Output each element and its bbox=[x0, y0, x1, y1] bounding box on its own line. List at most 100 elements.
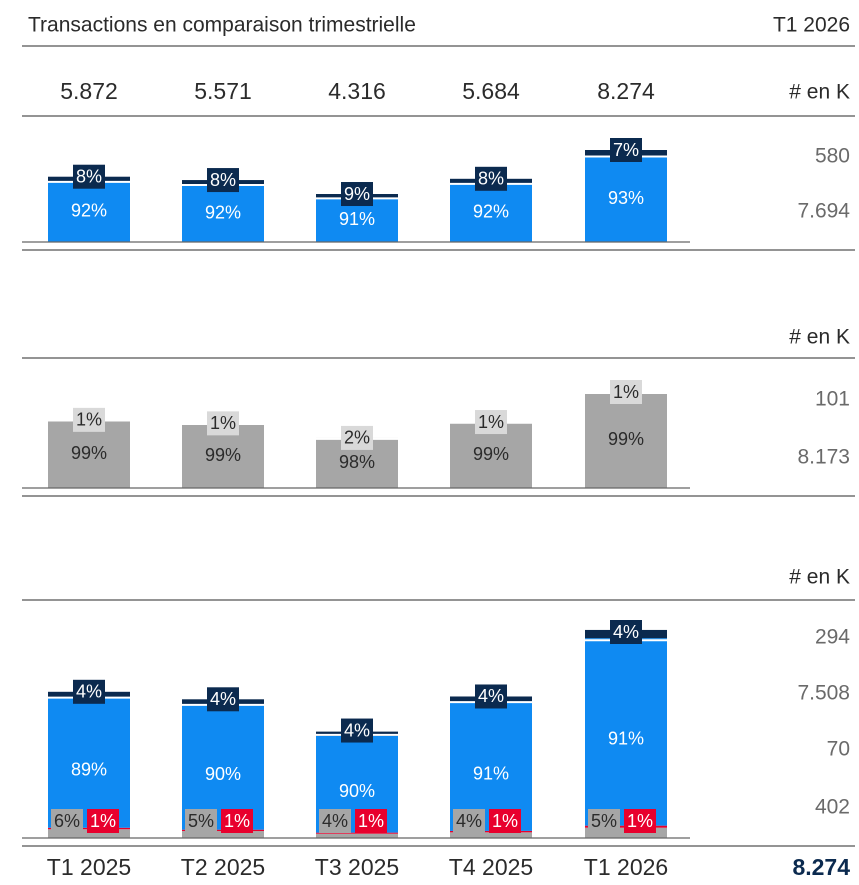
bar-segment bbox=[48, 829, 130, 838]
label-box bbox=[73, 164, 105, 189]
segment-label: 90% bbox=[205, 764, 241, 784]
segment-label: 7% bbox=[613, 140, 639, 160]
label-box bbox=[475, 684, 507, 709]
segment-label: 92% bbox=[473, 202, 509, 222]
label-box bbox=[221, 809, 253, 833]
title: Transactions en comparaison trimestriell… bbox=[28, 14, 416, 37]
label-box bbox=[87, 809, 119, 833]
label-box bbox=[207, 687, 239, 712]
segment-label: 1% bbox=[76, 410, 102, 430]
segment-label: 5% bbox=[591, 811, 617, 831]
label-box bbox=[185, 809, 217, 833]
bar-segment bbox=[450, 183, 532, 242]
segment-label: 99% bbox=[608, 429, 644, 449]
label-box bbox=[610, 138, 642, 162]
label-box bbox=[453, 809, 485, 833]
label-box bbox=[51, 809, 83, 833]
label-box bbox=[588, 809, 620, 833]
category-label: T1 2026 bbox=[584, 854, 668, 880]
bar-segment bbox=[48, 181, 130, 242]
segment-label: 9% bbox=[344, 184, 370, 204]
segment-label: 98% bbox=[339, 452, 375, 472]
segment-label: 1% bbox=[492, 811, 518, 831]
quarter-total: 5.872 bbox=[60, 78, 118, 104]
label-box bbox=[610, 620, 642, 644]
segment-label: 2% bbox=[344, 428, 370, 448]
quarter-total: 8.274 bbox=[597, 78, 655, 104]
period: T1 2026 bbox=[773, 14, 850, 37]
segment-label: 1% bbox=[613, 382, 639, 402]
label-box bbox=[489, 809, 521, 833]
segment-label: 90% bbox=[339, 781, 375, 801]
label-box bbox=[207, 411, 239, 436]
segment-label: 93% bbox=[608, 188, 644, 208]
bar-segment bbox=[316, 833, 398, 838]
segment-label: 4% bbox=[322, 811, 348, 831]
label-box bbox=[73, 679, 105, 704]
side-count: 7.508 bbox=[797, 682, 850, 705]
side-count: 402 bbox=[815, 796, 850, 819]
segment-label: 5% bbox=[188, 811, 214, 831]
bar-segment bbox=[585, 638, 667, 826]
side-count: 294 bbox=[815, 626, 850, 649]
bar-segment bbox=[316, 832, 398, 834]
label-box bbox=[355, 809, 387, 833]
label-box bbox=[207, 168, 239, 193]
side-count: 580 bbox=[815, 145, 850, 168]
segment-label: 1% bbox=[90, 811, 116, 831]
side-count: 70 bbox=[827, 738, 850, 761]
unit-label: # en K bbox=[789, 326, 850, 349]
bar-segment bbox=[585, 156, 667, 242]
segment-label: 99% bbox=[71, 443, 107, 463]
segment-label: 89% bbox=[71, 759, 107, 779]
segment-label: 4% bbox=[613, 622, 639, 642]
label-box bbox=[475, 410, 507, 435]
segment-label: 6% bbox=[54, 811, 80, 831]
segment-label: 1% bbox=[627, 811, 653, 831]
segment-label: 92% bbox=[71, 201, 107, 221]
category-label: T4 2025 bbox=[449, 854, 533, 880]
bar-segment bbox=[48, 697, 130, 828]
label-box bbox=[341, 182, 373, 207]
side-count: 101 bbox=[815, 388, 850, 411]
label-box bbox=[341, 425, 373, 450]
segment-label: 4% bbox=[344, 720, 370, 740]
label-box bbox=[624, 809, 656, 833]
unit-label: # en K bbox=[789, 81, 850, 104]
grand-total: 8.274 bbox=[792, 854, 850, 880]
category-label: T2 2025 bbox=[181, 854, 265, 880]
segment-label: 1% bbox=[224, 811, 250, 831]
label-box bbox=[319, 809, 351, 833]
unit-label: # en K bbox=[789, 566, 850, 589]
label-box bbox=[475, 166, 507, 191]
side-count: 7.694 bbox=[797, 200, 850, 223]
quarter-total: 5.571 bbox=[194, 78, 252, 104]
label-box bbox=[610, 380, 642, 404]
segment-label: 8% bbox=[478, 169, 504, 189]
bar-segment bbox=[182, 185, 264, 242]
bar-segment bbox=[450, 832, 532, 838]
segment-label: 1% bbox=[210, 413, 236, 433]
bar-segment bbox=[182, 831, 264, 838]
category-label: T3 2025 bbox=[315, 854, 399, 880]
segment-label: 91% bbox=[473, 763, 509, 783]
segment-label: 4% bbox=[210, 689, 236, 709]
segment-label: 8% bbox=[210, 170, 236, 190]
quarter-total: 5.684 bbox=[462, 78, 520, 104]
category-label: T1 2025 bbox=[47, 854, 131, 880]
bar-segment bbox=[585, 392, 667, 488]
segment-label: 4% bbox=[456, 811, 482, 831]
quarter-total: 4.316 bbox=[328, 78, 386, 104]
label-box bbox=[341, 718, 373, 743]
segment-label: 99% bbox=[205, 445, 241, 465]
segment-label: 4% bbox=[76, 682, 102, 702]
segment-label: 91% bbox=[339, 209, 375, 229]
bar-segment bbox=[182, 704, 264, 830]
segment-label: 1% bbox=[478, 412, 504, 432]
segment-label: 1% bbox=[358, 811, 384, 831]
side-count: 8.173 bbox=[797, 446, 850, 469]
segment-label: 99% bbox=[473, 444, 509, 464]
label-box bbox=[73, 407, 105, 432]
segment-label: 8% bbox=[76, 166, 102, 186]
